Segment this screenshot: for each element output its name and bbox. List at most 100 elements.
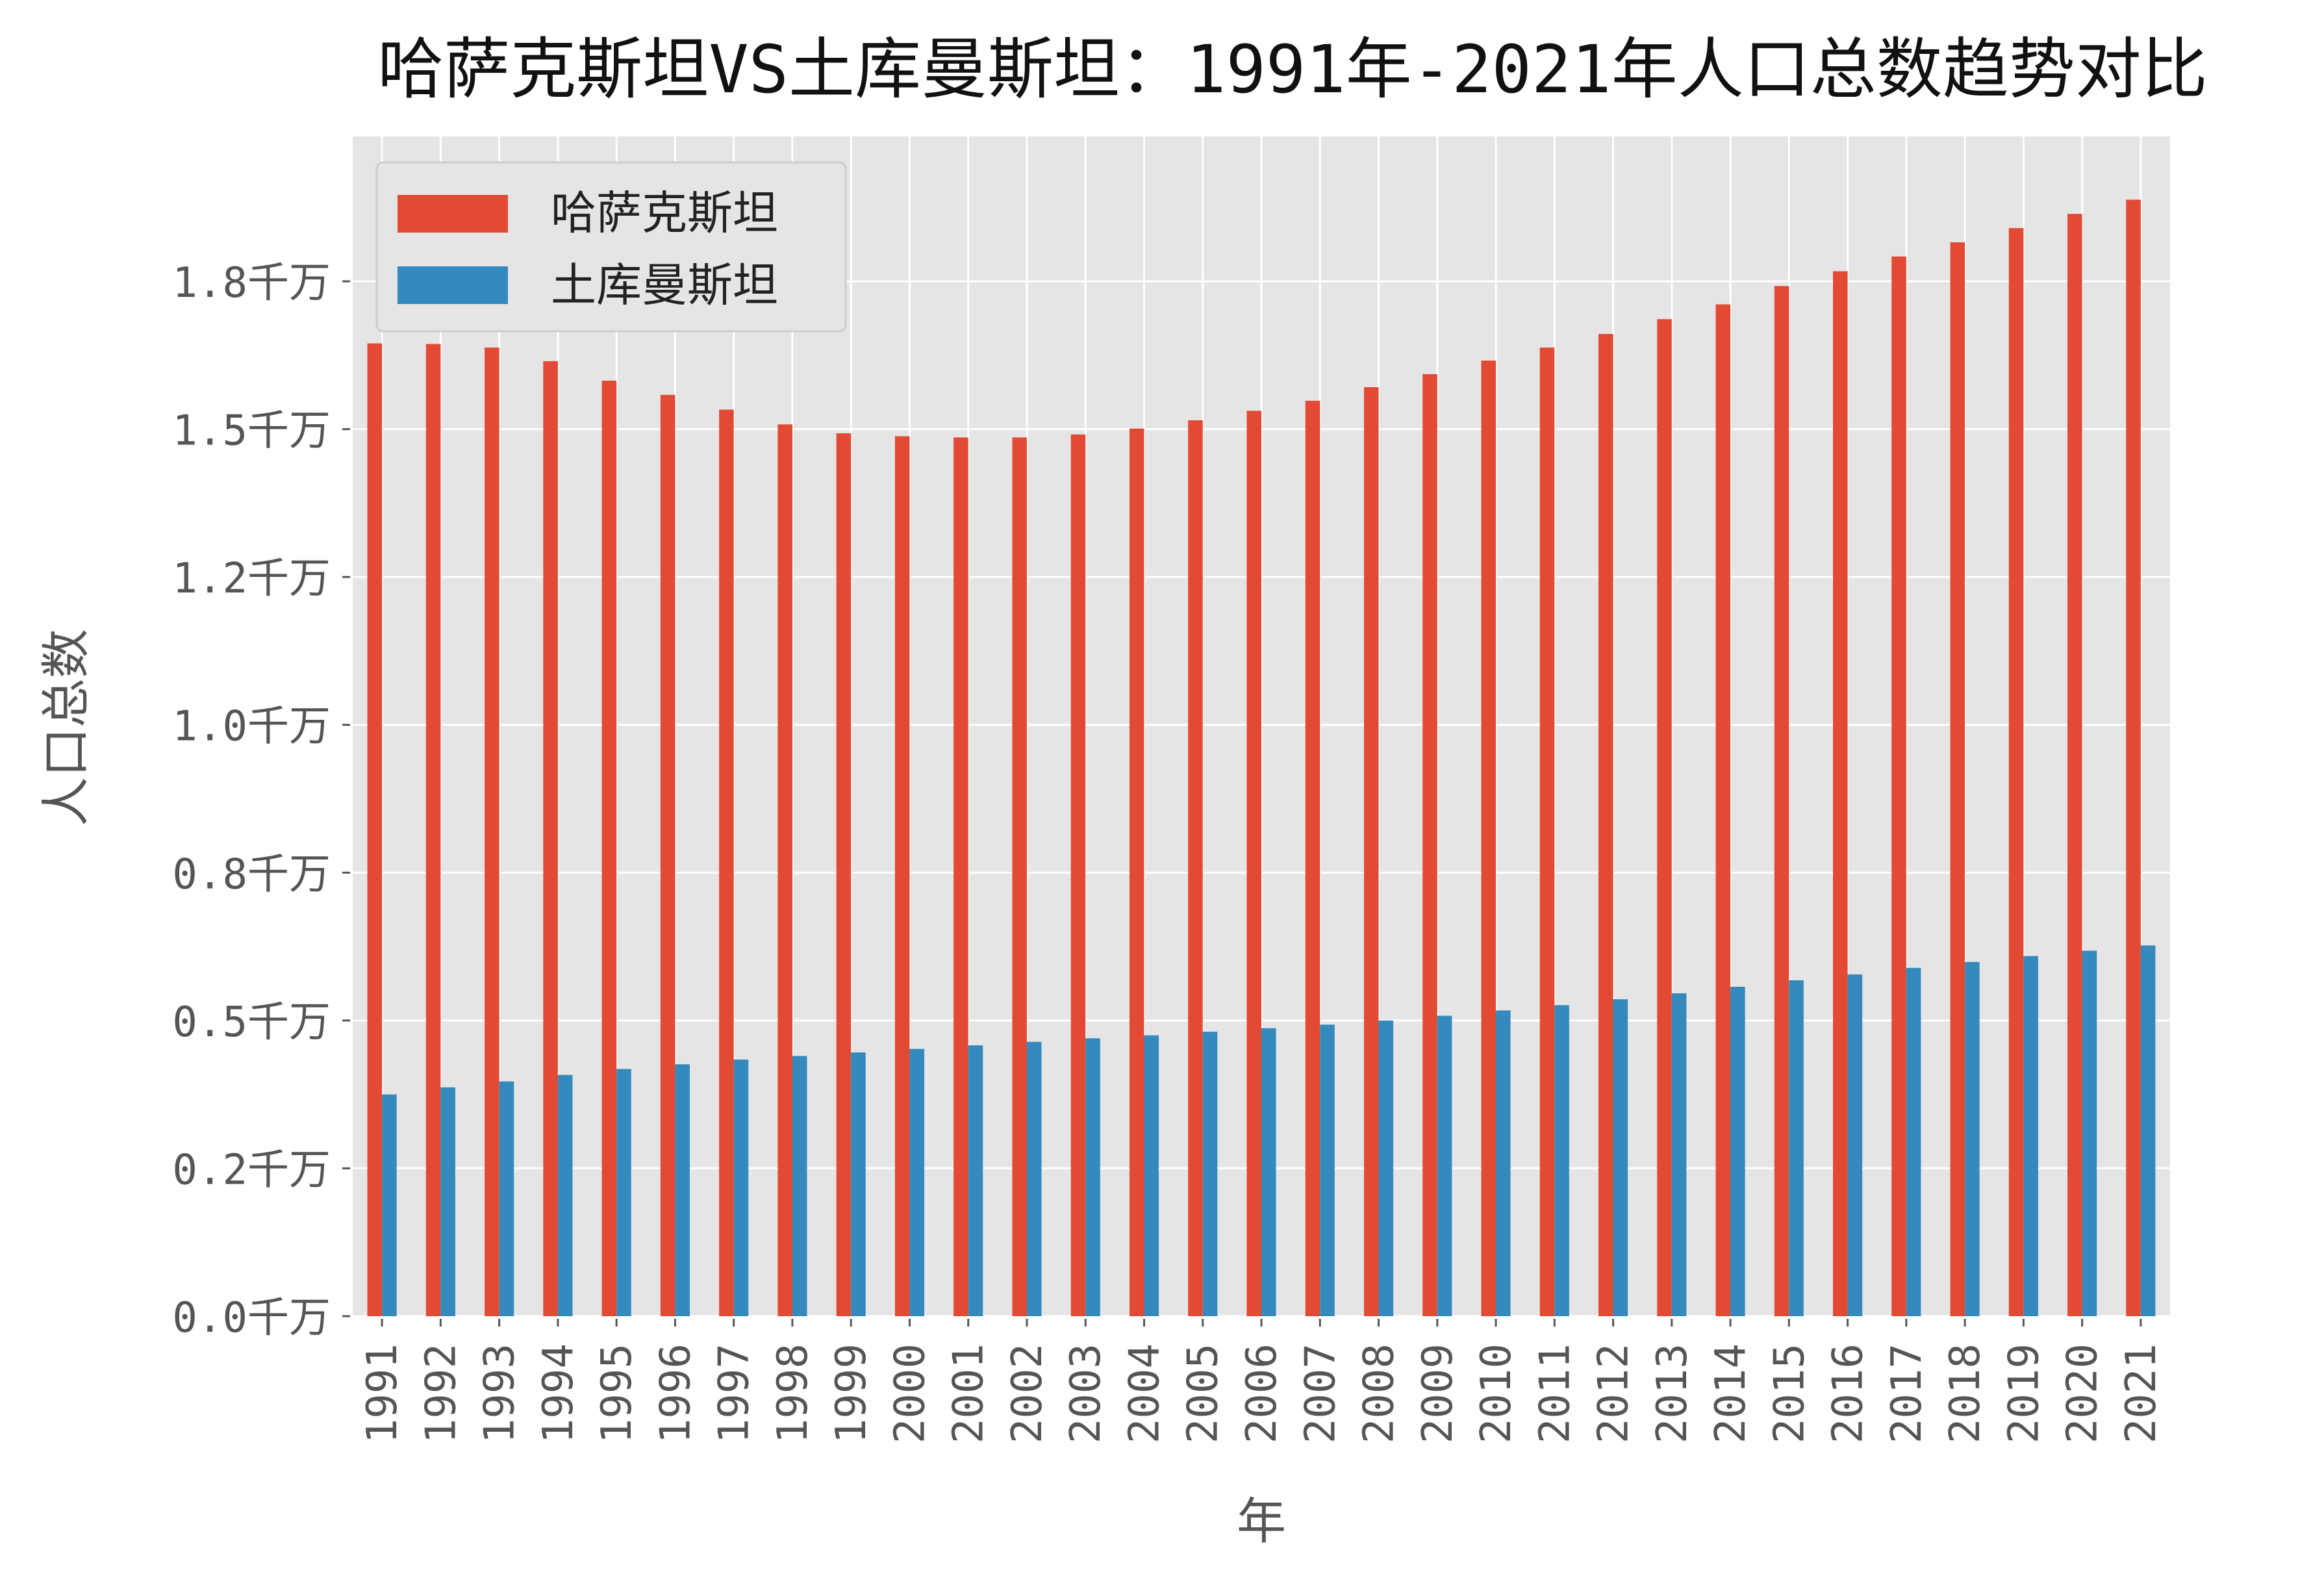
x-tick-label: 1997 [711, 1343, 759, 1444]
bar-kazakhstan [543, 361, 558, 1316]
bar-kazakhstan [601, 380, 617, 1316]
bar-kazakhstan [1481, 360, 1497, 1316]
bar-kazakhstan [1012, 437, 1027, 1316]
chart-title: 哈萨克斯坦VS土库曼斯坦：1991年-2021年人口总数趋势对比 [377, 31, 2208, 108]
bar-kazakhstan [367, 343, 383, 1317]
bar-kazakhstan [1891, 256, 1906, 1317]
bar-turkmenistan [1202, 1032, 1218, 1316]
x-tick-label: 2018 [1941, 1343, 1989, 1444]
bar-turkmenistan [1789, 980, 1804, 1316]
bar-kazakhstan [1950, 242, 1965, 1317]
y-axis: 0.0千万 0.2千万 0.5千万 0.8千万 1.0千万 1.2千万 1.5千万 1.8千万 [172, 259, 350, 1342]
x-tick-label: 2017 [1883, 1343, 1931, 1444]
bar-kazakhstan [1833, 271, 1848, 1316]
bar-kazakhstan [954, 437, 968, 1316]
x-tick-label: 2005 [1180, 1343, 1228, 1444]
x-tick-label: 2008 [1356, 1343, 1404, 1444]
x-tick-label: 2019 [2000, 1343, 2048, 1444]
x-tick-label: 2002 [1004, 1343, 1052, 1444]
x-tick-label: 1991 [359, 1343, 407, 1444]
bar-kazakhstan [1715, 304, 1731, 1316]
bar-kazakhstan [425, 344, 441, 1316]
bar-turkmenistan [499, 1081, 514, 1316]
bar-turkmenistan [1730, 986, 1745, 1316]
y-tick-label: 1.2千万 [172, 555, 331, 603]
y-tick-label: 0.8千万 [172, 850, 331, 898]
bar-kazakhstan [1657, 319, 1672, 1317]
bar-turkmenistan [1847, 974, 1863, 1316]
bar-turkmenistan [851, 1052, 866, 1316]
x-tick-label: 1994 [535, 1343, 583, 1444]
bar-kazakhstan [485, 347, 499, 1316]
y-tick-label: 1.8千万 [172, 259, 331, 307]
x-tick-label: 2003 [1062, 1343, 1110, 1444]
x-tick-label: 2007 [1296, 1343, 1345, 1444]
y-tick-label: 1.0千万 [172, 703, 331, 751]
y-tick-label: 0.2千万 [172, 1146, 331, 1194]
x-tick-label: 2020 [2059, 1343, 2107, 1444]
x-axis-title: 年 [1237, 1492, 1286, 1550]
x-tick-label: 2012 [1590, 1343, 1638, 1444]
bar-turkmenistan [382, 1094, 397, 1316]
x-tick-label: 1996 [651, 1343, 700, 1444]
bar-kazakhstan [719, 409, 734, 1316]
x-tick-label: 2014 [1707, 1343, 1755, 1444]
bar-turkmenistan [1026, 1041, 1042, 1316]
bar-kazakhstan [777, 424, 792, 1317]
x-tick-label: 2000 [886, 1343, 934, 1444]
x-tick-label: 2009 [1414, 1343, 1462, 1444]
bar-turkmenistan [2082, 950, 2097, 1316]
bar-turkmenistan [1671, 993, 1687, 1316]
bar-turkmenistan [440, 1087, 455, 1316]
bar-turkmenistan [1965, 961, 1980, 1316]
bar-turkmenistan [968, 1045, 983, 1316]
legend: 哈萨克斯坦 土库曼斯坦 [375, 161, 847, 333]
bar-turkmenistan [1320, 1024, 1335, 1316]
bar-kazakhstan [1598, 334, 1613, 1316]
bar-kazakhstan [1363, 387, 1379, 1316]
bar-kazakhstan [894, 436, 910, 1316]
x-tick-label: 2001 [945, 1343, 993, 1444]
x-tick-label: 1995 [593, 1343, 641, 1444]
bar-turkmenistan [675, 1064, 690, 1316]
y-tick-label: 1.5千万 [172, 407, 331, 455]
bar-turkmenistan [792, 1056, 807, 1316]
bar-turkmenistan [2140, 945, 2156, 1316]
x-tick-label: 2011 [1531, 1343, 1579, 1444]
y-tick-label: 0.0千万 [172, 1294, 331, 1342]
bar-turkmenistan [909, 1049, 925, 1316]
bars [367, 199, 2156, 1317]
x-tick-label: 1992 [417, 1343, 465, 1444]
x-tick-label: 2004 [1120, 1343, 1168, 1444]
bar-kazakhstan [1129, 428, 1144, 1316]
x-tick-label: 1998 [769, 1343, 817, 1444]
x-axis: 1991 1992 1993 1994 1995 1996 1997 1998 1999 2000… [359, 1319, 2166, 1444]
bar-kazakhstan [1246, 411, 1261, 1316]
x-tick-label: 2010 [1472, 1343, 1521, 1444]
bar-kazakhstan [1070, 434, 1086, 1316]
bar-turkmenistan [1437, 1015, 1452, 1316]
legend-label-turkmenistan: 土库曼斯坦 [551, 259, 778, 312]
bar-turkmenistan [2023, 956, 2038, 1316]
bar-kazakhstan [1305, 400, 1320, 1316]
bar-turkmenistan [1261, 1028, 1276, 1316]
bar-turkmenistan [1144, 1035, 1159, 1316]
legend-swatch-kazakhstan [398, 195, 508, 233]
x-tick-label: 2021 [2117, 1343, 2166, 1444]
x-tick-label: 1993 [476, 1343, 524, 1444]
x-tick-label: 1999 [827, 1343, 876, 1444]
bar-kazakhstan [1539, 347, 1555, 1316]
bar-kazakhstan [2126, 199, 2141, 1316]
bar-kazakhstan [660, 394, 676, 1316]
x-tick-label: 2013 [1648, 1343, 1697, 1444]
x-tick-label: 2006 [1238, 1343, 1286, 1444]
bar-turkmenistan [1085, 1038, 1100, 1316]
x-tick-label: 2016 [1825, 1343, 1873, 1444]
bar-kazakhstan [836, 433, 852, 1316]
bar-turkmenistan [1554, 1005, 1569, 1316]
y-axis-title: 人口总数 [37, 629, 95, 826]
bar-turkmenistan [1906, 967, 1921, 1316]
bar-kazakhstan [2008, 228, 2024, 1316]
legend-label-kazakhstan: 哈萨克斯坦 [551, 186, 778, 240]
